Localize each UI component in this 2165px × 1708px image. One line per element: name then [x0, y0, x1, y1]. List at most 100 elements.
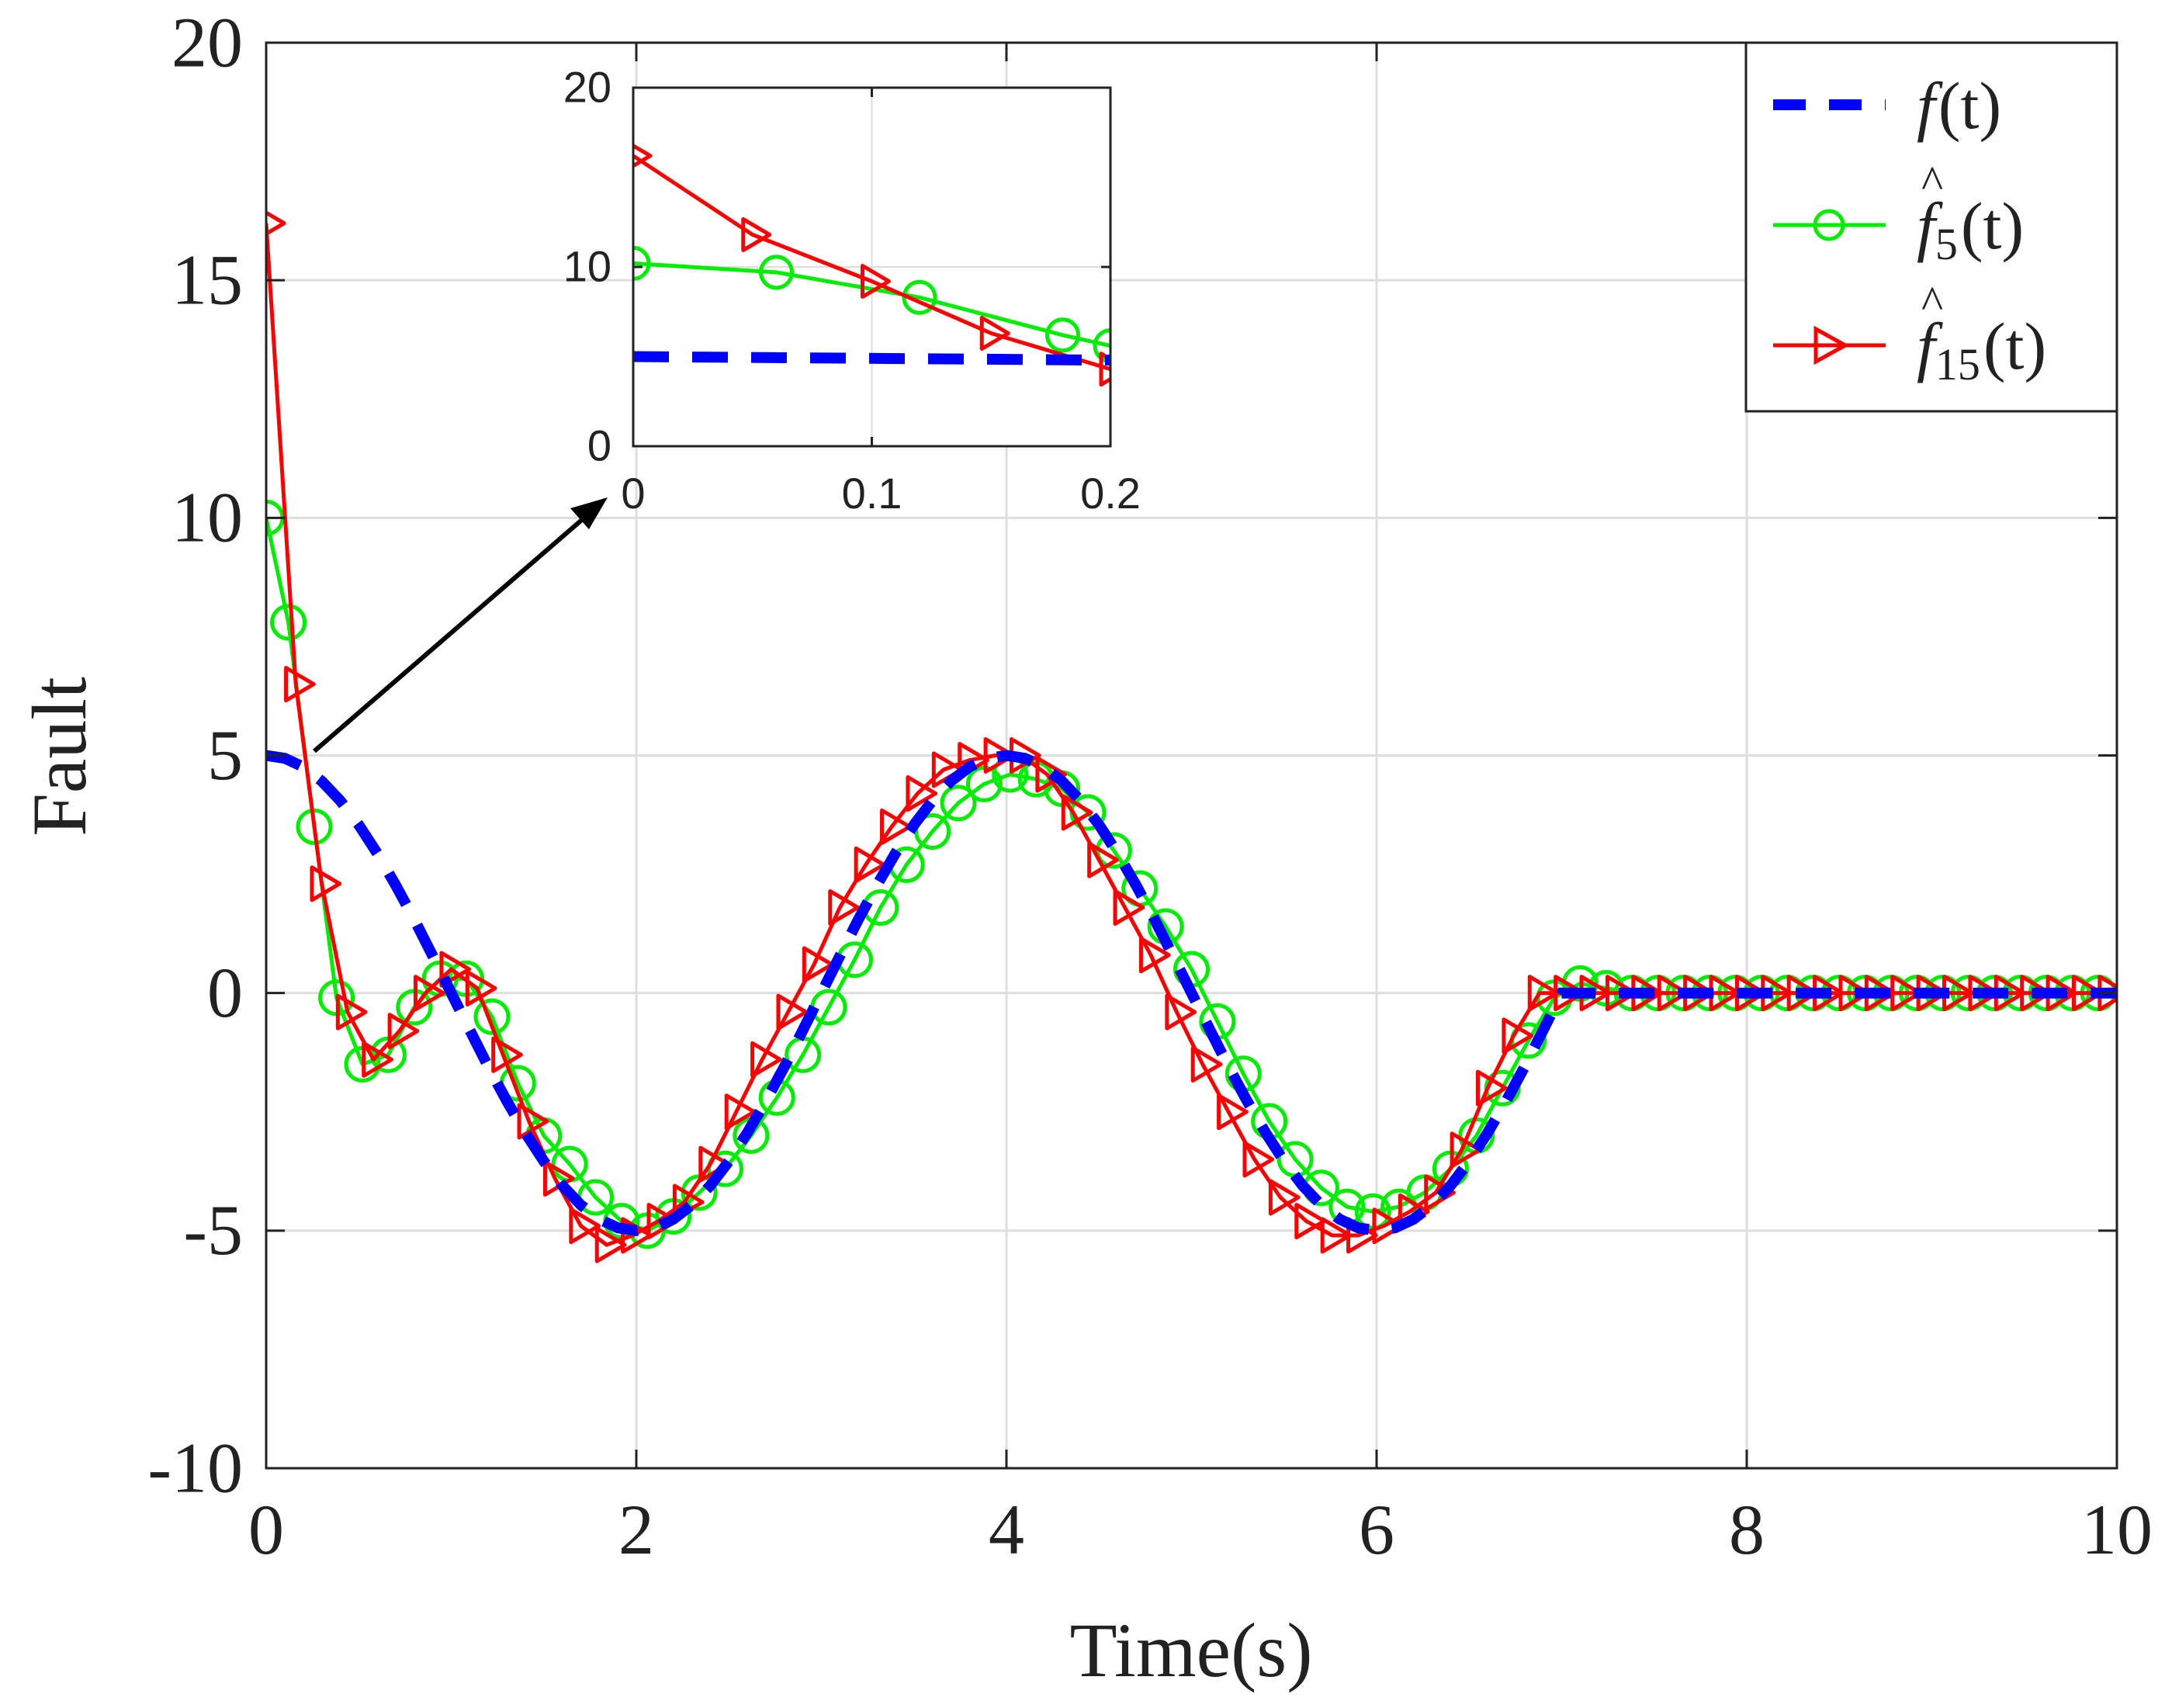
inset-xtick-label-1: 0.1 [842, 469, 902, 518]
main-f5-point-27 [940, 785, 977, 822]
legend-marker-f15 [1813, 325, 1850, 366]
main-f15-point-1 [284, 666, 316, 703]
main-f15-point-31 [1061, 794, 1093, 831]
legend-label-f5: f5(t) [1917, 189, 2024, 269]
y-axis-label: Fault [16, 677, 102, 837]
legend-hat-f15: ^ [1921, 277, 1943, 328]
main-f15-point-61 [1838, 975, 1871, 1012]
main-f5-point-26 [914, 812, 951, 850]
legend-f5-arg: (t) [1961, 189, 2024, 263]
main-xtick-label-5: 10 [2081, 1490, 2153, 1569]
main-f15-point-19 [750, 1041, 782, 1078]
inset-f15-point-3 [979, 315, 1010, 351]
legend-fault-arg: (t) [1938, 68, 2001, 143]
main-f15-point-25 [906, 774, 938, 812]
main-f15-point-54 [1657, 975, 1689, 1012]
main-f15-point-59 [1786, 975, 1819, 1012]
main-xtick-label-3: 6 [1359, 1490, 1394, 1569]
inset-ytick-label-2: 20 [563, 62, 611, 111]
inset-f15-point-4 [1099, 352, 1110, 387]
main-f15-point-68 [2020, 975, 2052, 1012]
legend-entry-fault: f(t) [1773, 68, 2001, 143]
main-f15-point-34 [1138, 937, 1171, 974]
main-f15-point-8 [465, 970, 497, 1007]
main-ytick-label-4: 10 [171, 478, 243, 557]
main-f15-point-48 [1502, 1017, 1534, 1055]
inset-f15-point-2 [861, 263, 891, 299]
inset-xtick-label-2: 0.2 [1080, 469, 1141, 518]
main-ytick-label-2: 0 [207, 953, 243, 1032]
main-f15-point-4 [362, 1041, 393, 1078]
main-f15-point-37 [1217, 1093, 1249, 1131]
main-f15-point-43 [1372, 1207, 1405, 1245]
main-f15-point-30 [1035, 756, 1068, 793]
main-xtick-label-1: 2 [618, 1490, 654, 1569]
main-f15-point-33 [1113, 889, 1145, 926]
main-ytick-label-5: 15 [171, 241, 243, 320]
main-f15-point-35 [1165, 993, 1197, 1031]
main-tick-labels: 0 2 4 6 8 10 -10 -5 0 5 10 15 20 [147, 2, 2153, 1569]
inset-fault-line [633, 351, 1110, 366]
main-f15-point-23 [854, 846, 886, 883]
main-f15-point-24 [880, 808, 912, 845]
main-f5-point-2 [296, 808, 333, 845]
main-f15-point-50 [1554, 975, 1585, 1012]
main-f15-point-36 [1190, 1046, 1223, 1083]
main-f15-point-21 [802, 946, 834, 983]
inset-f15-line [633, 154, 1110, 372]
legend-f15-arg: (t) [1983, 309, 2046, 383]
inset-ytick-label-1: 10 [563, 241, 611, 290]
main-f15-point-47 [1476, 1069, 1508, 1107]
legend-entry-f15: ^ f15(t) [1773, 277, 2046, 390]
inset-f5-point-1 [759, 255, 794, 290]
legend-label-f15: f15(t) [1917, 309, 2046, 390]
zoom-arrow [313, 497, 608, 754]
main-xtick-label-4: 8 [1729, 1490, 1765, 1569]
main-xtick-label-2: 4 [989, 1490, 1024, 1569]
main-xtick-label-0: 0 [248, 1490, 284, 1569]
main-ticks [265, 41, 2118, 1470]
main-ytick-label-6: 20 [171, 2, 243, 81]
legend-hat-f5: ^ [1921, 157, 1943, 208]
main-f15-point-39 [1268, 1179, 1301, 1216]
inset-f15-point-1 [741, 217, 772, 252]
main-fault-line [266, 750, 2117, 1236]
inset-ytick-label-0: 0 [587, 421, 611, 469]
inset-f5-point-0 [633, 245, 651, 281]
inset-f15-point-0 [633, 143, 653, 168]
main-f15-point-20 [776, 993, 809, 1031]
main-f15-point-10 [517, 1103, 549, 1140]
main-f15-point-63 [1890, 975, 1922, 1012]
main-ytick-label-1: -5 [183, 1190, 243, 1270]
main-f15-point-46 [1450, 1131, 1482, 1169]
main-f15-point-9 [491, 1036, 523, 1073]
main-f15-point-52 [1605, 975, 1637, 1012]
main-ytick-label-3: 5 [207, 715, 243, 795]
legend-f15-subscript: 15 [1935, 339, 1980, 390]
main-f5-point-9 [473, 998, 511, 1035]
legend: f(t) ^ f5(t) ^ f15(t) [1744, 41, 2118, 413]
main-f15-point-70 [2071, 975, 2104, 1012]
inset-tick-labels: 0 0.1 0.2 0 10 20 [563, 62, 1141, 518]
main-f15-point-3 [335, 993, 368, 1031]
inset-xtick-label-0: 0 [621, 469, 645, 518]
inset-series [633, 143, 1110, 387]
main-f15-point-0 [266, 210, 286, 237]
main-f15-point-22 [828, 889, 860, 926]
main-f5-point-1 [270, 604, 307, 641]
main-f15-point-32 [1087, 841, 1119, 878]
main-f15-point-12 [569, 1207, 601, 1245]
main-f15-point-40 [1294, 1203, 1326, 1240]
legend-entry-f5: ^ f5(t) [1773, 157, 2024, 269]
x-axis-label: Time(s) [1069, 1607, 1312, 1693]
main-series [266, 210, 2117, 1263]
main-f15-point-45 [1424, 1174, 1456, 1211]
main-f15-point-7 [439, 951, 472, 988]
inset-axes: 0 0.1 0.2 0 10 20 [563, 62, 1141, 518]
main-f15-point-28 [983, 737, 1016, 774]
main-f15-point-13 [594, 1226, 627, 1263]
inset-f5-point-4 [1093, 328, 1110, 364]
main-f15-point-2 [310, 865, 342, 903]
main-ytick-label-0: -10 [147, 1428, 243, 1507]
inset-ticks [632, 86, 1112, 448]
